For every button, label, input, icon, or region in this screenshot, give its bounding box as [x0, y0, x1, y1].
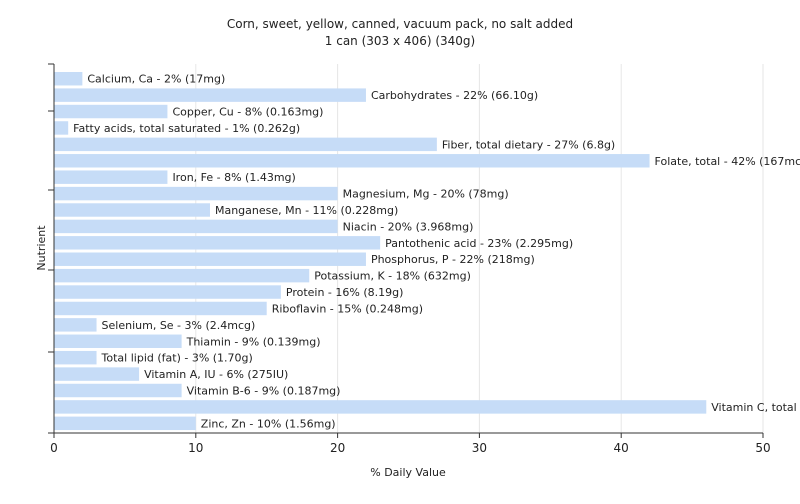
axes: [53, 64, 763, 434]
x-tick-label: 10: [188, 441, 203, 455]
bar-label: Fiber, total dietary - 27% (6.8g): [442, 138, 615, 151]
bar-label: Zinc, Zn - 10% (1.56mg): [201, 417, 336, 430]
bar-label: Thiamin - 9% (0.139mg): [186, 335, 321, 348]
x-tick-label: 20: [330, 441, 345, 455]
bar: [54, 219, 338, 234]
bars: [54, 72, 707, 431]
x-axis-label: % Daily Value: [370, 466, 446, 479]
bar: [54, 285, 281, 299]
bar: [54, 268, 310, 283]
bar-label: Manganese, Mn - 11% (0.228mg): [215, 204, 398, 217]
bar-label: Pantothenic acid - 23% (2.295mg): [385, 237, 573, 250]
bar-label: Niacin - 20% (3.968mg): [343, 220, 474, 233]
bar-label: Magnesium, Mg - 20% (78mg): [343, 188, 509, 201]
x-axis-ticks: 0 10 20 30 40 50: [48, 63, 771, 455]
bar-labels: Calcium, Ca - 2% (17mg) Carbohydrates - 2…: [73, 73, 800, 431]
bar-label: Carbohydrates - 22% (66.10g): [371, 89, 538, 102]
bar-label: Copper, Cu - 8% (0.163mg): [172, 106, 323, 119]
bar: [54, 121, 69, 135]
bar: [54, 236, 381, 250]
bar-label: Calcium, Ca - 2% (17mg): [87, 73, 225, 86]
bar: [54, 137, 437, 152]
x-tick-label: 50: [755, 441, 770, 455]
bar-label: Phosphorus, P - 22% (218mg): [371, 253, 535, 266]
bar: [54, 301, 267, 316]
chart-title: Corn, sweet, yellow, canned, vacuum pack…: [227, 17, 573, 31]
bar: [54, 72, 83, 86]
bar: [54, 170, 168, 184]
bar: [54, 367, 140, 381]
bar: [54, 203, 210, 217]
bar-label: Selenium, Se - 3% (2.4mcg): [102, 319, 256, 332]
bar: [54, 104, 168, 119]
y-axis-label: Nutrient: [35, 225, 48, 271]
bar: [54, 383, 182, 398]
bar: [54, 88, 366, 102]
bar: [54, 154, 650, 168]
bar: [54, 416, 196, 431]
x-tick-label: 0: [50, 441, 58, 455]
bar-label: Fatty acids, total saturated - 1% (0.262…: [73, 122, 300, 135]
bar: [54, 350, 97, 365]
bar-label: Riboflavin - 15% (0.248mg): [272, 302, 423, 315]
bar: [54, 334, 182, 349]
bar-label: Folate, total - 42% (167mcg): [655, 155, 800, 168]
chart-subtitle: 1 can (303 x 406) (340g): [325, 34, 475, 48]
bar: [54, 318, 97, 332]
bar-label: Vitamin C, total ascorbic acid - 46% (27…: [711, 401, 800, 414]
bar-label: Protein - 16% (8.19g): [286, 286, 404, 299]
x-tick-label: 30: [472, 441, 487, 455]
bar-label: Iron, Fe - 8% (1.43mg): [172, 171, 295, 184]
bar: [54, 400, 707, 414]
bar-label: Vitamin B-6 - 9% (0.187mg): [187, 385, 341, 398]
grid-lines: [195, 64, 764, 433]
bar: [54, 186, 338, 201]
bar: [54, 252, 366, 266]
bar-label: Vitamin A, IU - 6% (275IU): [144, 368, 288, 381]
bar-label: Total lipid (fat) - 3% (1.70g): [101, 352, 253, 365]
bar-label: Potassium, K - 18% (632mg): [314, 270, 471, 283]
x-tick-label: 40: [614, 441, 629, 455]
